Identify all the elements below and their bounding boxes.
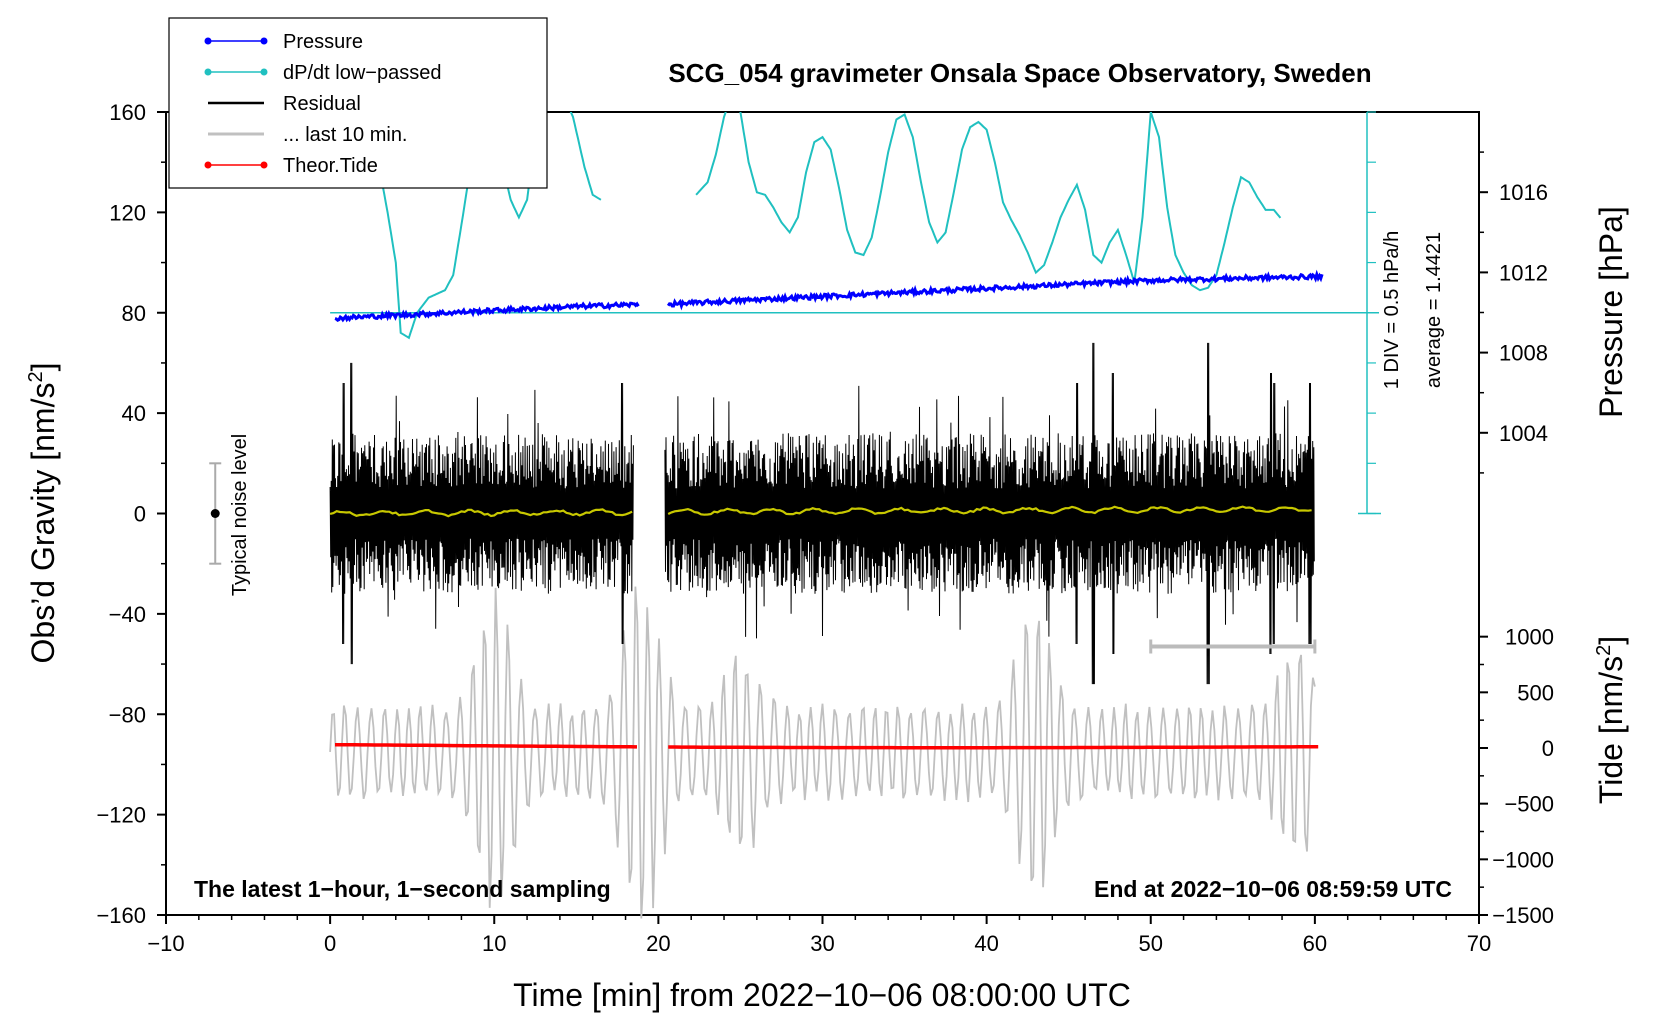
pressure-tick-label: 1008 <box>1499 341 1548 366</box>
legend-label: Pressure <box>283 31 363 53</box>
y-tick-label: −160 <box>96 903 146 928</box>
pressure-tick-label: 1004 <box>1499 421 1548 446</box>
tide-tick-label: −1500 <box>1492 903 1554 928</box>
x-tick-label: 10 <box>482 931 506 956</box>
y-tick-label: 160 <box>109 100 146 125</box>
tide-axis-title-sup: 2 <box>1593 645 1615 656</box>
legend-label: dP/dt low−passed <box>283 62 441 84</box>
x-tick-label: 60 <box>1303 931 1327 956</box>
chart-title: SCG_054 gravimeter Onsala Space Observat… <box>668 58 1371 88</box>
x-tick-label: 50 <box>1139 931 1163 956</box>
pressure-tick-label: 1016 <box>1499 180 1548 205</box>
data-layer <box>209 111 1381 919</box>
scale-avg-label: average = 1.4421 <box>1423 232 1445 388</box>
x-axis-title: Time [min] from 2022−10−06 08:00:00 UTC <box>513 977 1131 1013</box>
y-tick-label: −40 <box>109 602 146 627</box>
residual-trace-2 <box>664 342 1315 685</box>
tide-tick-label: −1000 <box>1492 847 1554 872</box>
pressure-line-1 <box>334 300 640 323</box>
tide-line-1 <box>335 742 638 749</box>
y-axis-title-left-main: Obs’d Gravity [nm/s <box>25 383 61 664</box>
x-tick-label: 30 <box>810 931 834 956</box>
legend-marker <box>260 161 268 169</box>
pressure-line-2 <box>666 269 1324 311</box>
y-tick-label: 0 <box>134 502 146 527</box>
tide-axis-title-main: Tide [nm/s <box>1593 656 1629 804</box>
y-tick-label: 80 <box>122 301 146 326</box>
y-axis-title-left: Obs’d Gravity [nm/s2] <box>25 363 61 664</box>
legend-marker <box>204 68 212 76</box>
last10-trace <box>329 586 1316 919</box>
annotation-bottom-left: The latest 1−hour, 1−second sampling <box>194 876 611 902</box>
tide-tick-label: 0 <box>1542 736 1554 761</box>
scale-div-label: 1 DIV = 0.5 hPa/h <box>1381 231 1403 389</box>
legend-marker <box>260 68 268 76</box>
dpdt-line-2 <box>695 112 1282 292</box>
noise-label: Typical noise level <box>229 434 251 596</box>
y-tick-label: −80 <box>109 702 146 727</box>
tide-line-2 <box>668 745 1319 750</box>
residual-trace-1 <box>329 362 634 665</box>
pressure-axis-title: Pressure [hPa] <box>1593 206 1629 418</box>
legend-marker <box>204 37 212 45</box>
legend-label: ... last 10 min. <box>283 124 408 146</box>
y-tick-label: 120 <box>109 200 146 225</box>
pressure-tick-label: 1012 <box>1499 260 1548 285</box>
legend-label: Theor.Tide <box>283 155 378 177</box>
y-tick-label: 40 <box>122 401 146 426</box>
axis-layer: −10 0 10 20 30 40 50 60 70 160 120 80 40 0 −40 −80 −120 −… <box>96 100 1554 956</box>
smoothed-residual-1 <box>329 508 633 518</box>
y-tick-label: −120 <box>96 803 146 828</box>
legend: Pressure dP/dt low−passed Residual ... last… <box>168 17 548 189</box>
x-tick-label: 20 <box>646 931 670 956</box>
y-axis-title-left-end: ] <box>25 363 61 372</box>
tide-tick-label: −500 <box>1504 792 1554 817</box>
legend-marker <box>260 37 268 45</box>
annotation-bottom-right: End at 2022−10−06 08:59:59 UTC <box>1094 876 1452 902</box>
y-axis-title-left-sup: 2 <box>25 371 47 382</box>
tide-axis-title: Tide [nm/s2] <box>1593 636 1629 804</box>
x-tick-label: 70 <box>1467 931 1491 956</box>
x-tick-label: 0 <box>324 931 336 956</box>
smoothed-residual-2 <box>667 505 1312 516</box>
tide-tick-label: 500 <box>1517 680 1554 705</box>
tide-tick-label: 1000 <box>1505 625 1554 650</box>
x-tick-label: 40 <box>974 931 998 956</box>
legend-marker <box>204 161 212 169</box>
x-tick-label: −10 <box>147 931 184 956</box>
legend-label: Residual <box>283 93 361 115</box>
noise-bar-dot <box>210 509 220 518</box>
tide-axis-title-end: ] <box>1593 636 1629 645</box>
